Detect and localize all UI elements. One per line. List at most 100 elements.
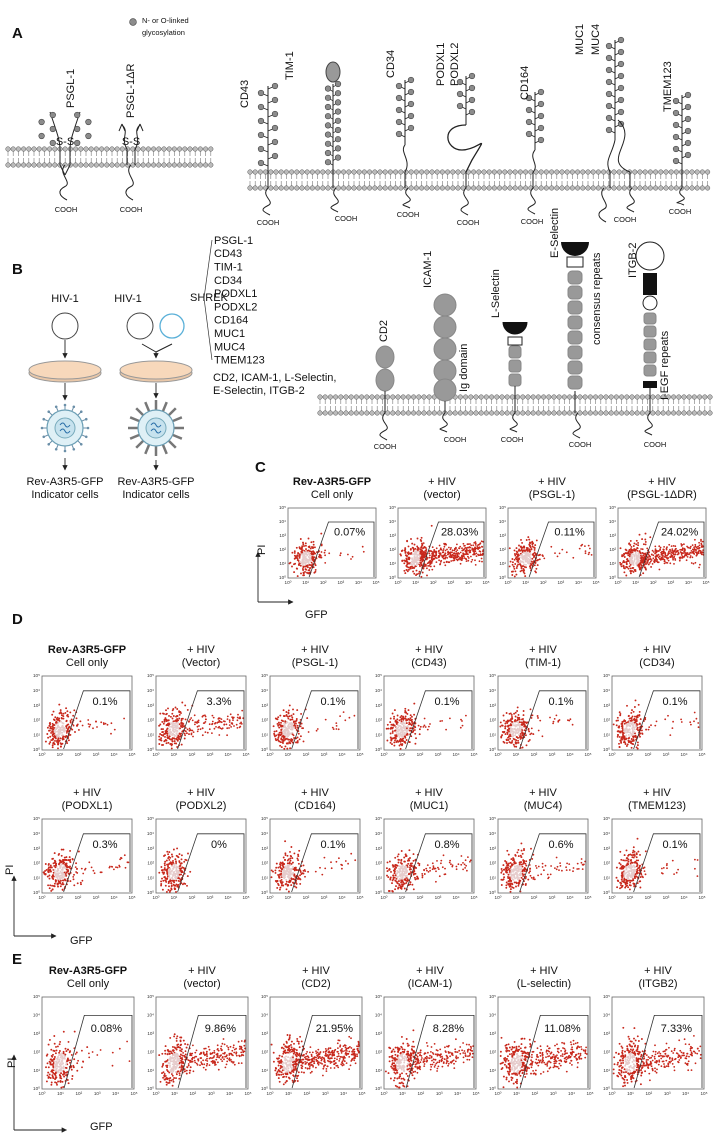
tick-label: 10⁴ [603, 688, 610, 693]
lipid-head [650, 410, 656, 416]
event [413, 572, 416, 575]
event [622, 564, 625, 567]
tick-label: 10² [147, 718, 154, 723]
event [569, 718, 572, 721]
event [55, 876, 58, 879]
event [228, 724, 231, 726]
event [518, 726, 521, 728]
glycosylation [617, 36, 625, 44]
event [277, 724, 280, 727]
event [61, 734, 64, 737]
event [296, 736, 299, 739]
lipid-head [694, 185, 700, 191]
event [218, 719, 221, 722]
event [49, 864, 52, 867]
event [48, 724, 51, 727]
event [237, 713, 239, 716]
label: + HIV [187, 787, 215, 799]
lipid-head [535, 410, 541, 416]
event [203, 722, 206, 724]
event [72, 876, 75, 878]
label: (PODXL1) [62, 800, 113, 812]
event [467, 559, 470, 562]
event [589, 547, 591, 550]
event [647, 563, 650, 566]
lipid-head [611, 169, 617, 175]
rotated-label: PSGL-1 [65, 69, 77, 108]
event [218, 721, 220, 723]
event [44, 873, 47, 876]
event [174, 721, 177, 724]
event [80, 883, 82, 886]
event [533, 555, 536, 558]
lipid-head [520, 410, 526, 416]
event [290, 714, 293, 717]
event [424, 551, 427, 554]
event [457, 552, 459, 554]
event [75, 871, 77, 873]
lipid-head [637, 185, 643, 191]
event [666, 554, 668, 557]
lipid-head [463, 410, 469, 416]
event [393, 741, 396, 744]
event [316, 728, 319, 730]
event [303, 545, 305, 547]
lipid-head [632, 185, 638, 191]
event [590, 554, 593, 556]
event [418, 728, 421, 731]
tick-label: 10⁴ [338, 752, 345, 757]
event [672, 720, 674, 723]
tick-label: 10³ [147, 703, 154, 708]
events [612, 699, 700, 750]
label: 0.1% [92, 696, 117, 708]
core [145, 417, 167, 439]
lipid-head [335, 185, 341, 191]
event [179, 735, 182, 738]
plot-frame [287, 507, 377, 579]
label: COOH [644, 440, 667, 449]
event [278, 731, 281, 734]
lipid-head [395, 394, 401, 400]
event [511, 716, 513, 718]
event [339, 715, 341, 717]
glycosylation [334, 136, 342, 143]
event [619, 714, 622, 717]
tick-label: 10⁰ [375, 747, 382, 752]
event [619, 547, 622, 550]
event [515, 573, 518, 576]
event [555, 714, 558, 717]
event [689, 547, 692, 550]
event [672, 557, 674, 559]
event [170, 744, 173, 747]
event [451, 549, 454, 552]
event [658, 545, 661, 548]
event [95, 720, 97, 723]
event [629, 719, 632, 722]
event [625, 560, 628, 563]
label: + HIV [73, 787, 101, 799]
event [195, 721, 198, 724]
ig-domain [433, 293, 457, 317]
glycosylation [395, 82, 403, 90]
tick-label: 10³ [489, 703, 496, 708]
lipid-head [691, 394, 697, 400]
event [404, 707, 407, 710]
lipid-head [634, 394, 640, 400]
lipid-head [36, 146, 42, 152]
event [287, 723, 290, 726]
lipid-head [660, 410, 666, 416]
label: (TIM-1) [525, 657, 561, 669]
lipid-head [171, 162, 177, 168]
lipid-head [177, 162, 183, 168]
tick-label: 10⁴ [261, 688, 268, 693]
event [62, 717, 65, 720]
tick-label: 10⁵ [33, 673, 40, 678]
event [47, 884, 50, 887]
event [443, 545, 446, 548]
event [511, 574, 514, 576]
label: + HIV [415, 644, 443, 656]
lipid-head [413, 185, 419, 191]
label: (CD34) [639, 657, 674, 669]
event [529, 708, 532, 711]
lipid-head [497, 185, 503, 191]
